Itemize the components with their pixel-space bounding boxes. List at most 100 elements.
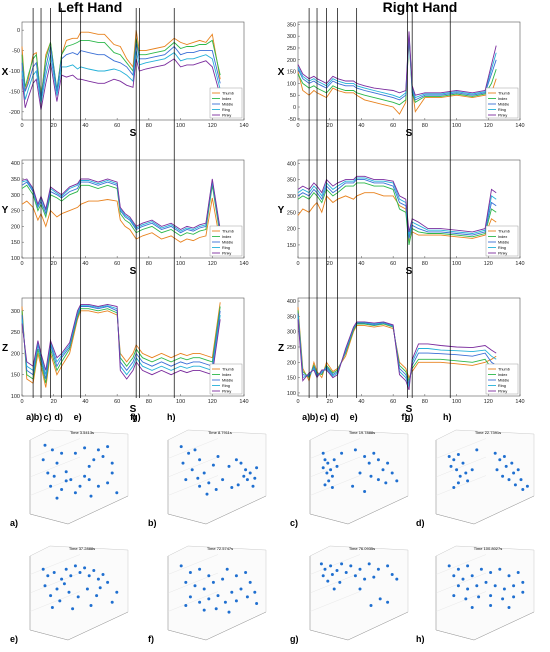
y-tick-label: 250: [287, 345, 296, 351]
x-axis-label: S: [130, 266, 137, 277]
scatter-point: [115, 590, 119, 594]
line-chart-right-x: 0 20 40 60 80 100 120 140350300250200150100500-…: [278, 21, 525, 139]
x-tick-label: 60: [114, 261, 120, 267]
time-series-plots: 0 20 40 60 80 100 120 1400-50-100-150-200XSThum…: [2, 8, 525, 422]
event-label: e): [74, 412, 82, 422]
scatter-point: [475, 584, 479, 588]
scatter-point: [498, 567, 502, 571]
y-tick-label: 100: [287, 391, 296, 397]
scatter-point: [46, 574, 50, 578]
scatter-point: [253, 476, 257, 480]
y-tick-label: 350: [287, 178, 296, 184]
x-tick-label: 20: [327, 399, 333, 405]
x-tick-label: 140: [239, 123, 248, 129]
scatter-point: [60, 488, 64, 491]
legend-label: Pinky: [222, 113, 231, 117]
scatter-point: [198, 567, 202, 571]
y-tick-label: 250: [287, 210, 296, 216]
y-tick-label: 300: [287, 34, 296, 40]
scatter-point: [321, 466, 325, 470]
scatter-point: [67, 590, 71, 594]
scatter-point: [470, 468, 474, 472]
scatter-point: [321, 451, 325, 455]
scatter-point: [179, 564, 183, 568]
x-tick-label: 80: [422, 123, 428, 129]
scatter-point: [477, 595, 481, 599]
scatter-point: [510, 461, 514, 465]
scatter-point: [52, 571, 56, 574]
scatter-point: [106, 580, 110, 584]
scatter-point: [184, 580, 188, 584]
scatter-point: [456, 481, 460, 485]
y-axis-label: Y: [2, 205, 9, 216]
series-line-pinky: [21, 178, 221, 231]
scatter-point: [187, 451, 191, 455]
scatter-point: [327, 479, 331, 483]
y-tick-label: 400: [287, 161, 296, 167]
series-line-ring: [297, 33, 497, 99]
scatter-point: [253, 590, 257, 594]
series-line-index: [297, 182, 497, 245]
scatter-point: [332, 587, 336, 591]
scatter-point: [227, 610, 231, 614]
y-tick-label: 250: [11, 330, 20, 336]
x-tick-label: 120: [484, 399, 493, 405]
scatter-point: [338, 580, 342, 584]
x-tick-label: 40: [82, 123, 88, 129]
event-label: h): [443, 412, 452, 422]
scatter-point: [458, 474, 462, 478]
scatter-point: [41, 458, 45, 462]
snapshot-title: Time 37.2888s: [69, 546, 95, 551]
legend-label: Middle: [222, 240, 233, 244]
series-line-middle: [297, 179, 497, 239]
scatter-point: [198, 484, 202, 488]
scatter-point: [479, 567, 483, 571]
x-axis-label: S: [130, 404, 137, 415]
legend-label: Pinky: [222, 389, 231, 393]
axis-edge: [167, 629, 207, 641]
x-axis-label: S: [406, 128, 413, 139]
scatter-point: [475, 448, 479, 452]
scatter-point: [87, 464, 91, 468]
grid-line: [435, 456, 487, 478]
y-tick-label: 150: [11, 240, 20, 246]
scatter-point: [43, 584, 47, 588]
y-tick-label: 0: [293, 105, 296, 111]
scatter-point: [504, 464, 508, 468]
scatter-point: [83, 446, 87, 450]
x-tick-label: 100: [176, 399, 185, 405]
x-tick-label: 60: [390, 261, 396, 267]
scatter-point: [358, 567, 362, 571]
snapshot-f: Time 72.5747s f): [148, 545, 267, 644]
scatter-point: [193, 448, 197, 452]
grid-line: [309, 456, 361, 478]
axis-edge: [347, 611, 409, 641]
scatter-point: [245, 595, 249, 599]
scatter-point: [85, 587, 89, 591]
y-tick-label: 400: [11, 161, 20, 167]
scatter-point: [52, 474, 56, 478]
scatter-point: [386, 461, 390, 465]
scatter-point: [349, 564, 353, 568]
scatter-point: [461, 461, 465, 465]
scatter-point: [395, 479, 399, 483]
y-axis-label: Z: [278, 343, 284, 354]
y-tick-label: 250: [11, 209, 20, 215]
grid-line: [309, 554, 361, 575]
grid-line: [309, 572, 361, 594]
scatter-point: [493, 451, 497, 455]
axis-edge: [205, 495, 267, 525]
scatter-point: [330, 486, 334, 489]
scatter-point: [69, 478, 73, 482]
scatter-point: [110, 461, 114, 465]
legend-label: Index: [222, 235, 231, 239]
event-label: b): [310, 412, 319, 422]
y-tick-label: 300: [11, 309, 20, 315]
scatter-point: [184, 604, 188, 607]
axis-edge: [347, 495, 409, 525]
scatter-point: [49, 484, 53, 488]
axis-edge: [435, 629, 475, 641]
y-tick-label: 300: [11, 193, 20, 199]
scatter-point: [202, 471, 206, 475]
